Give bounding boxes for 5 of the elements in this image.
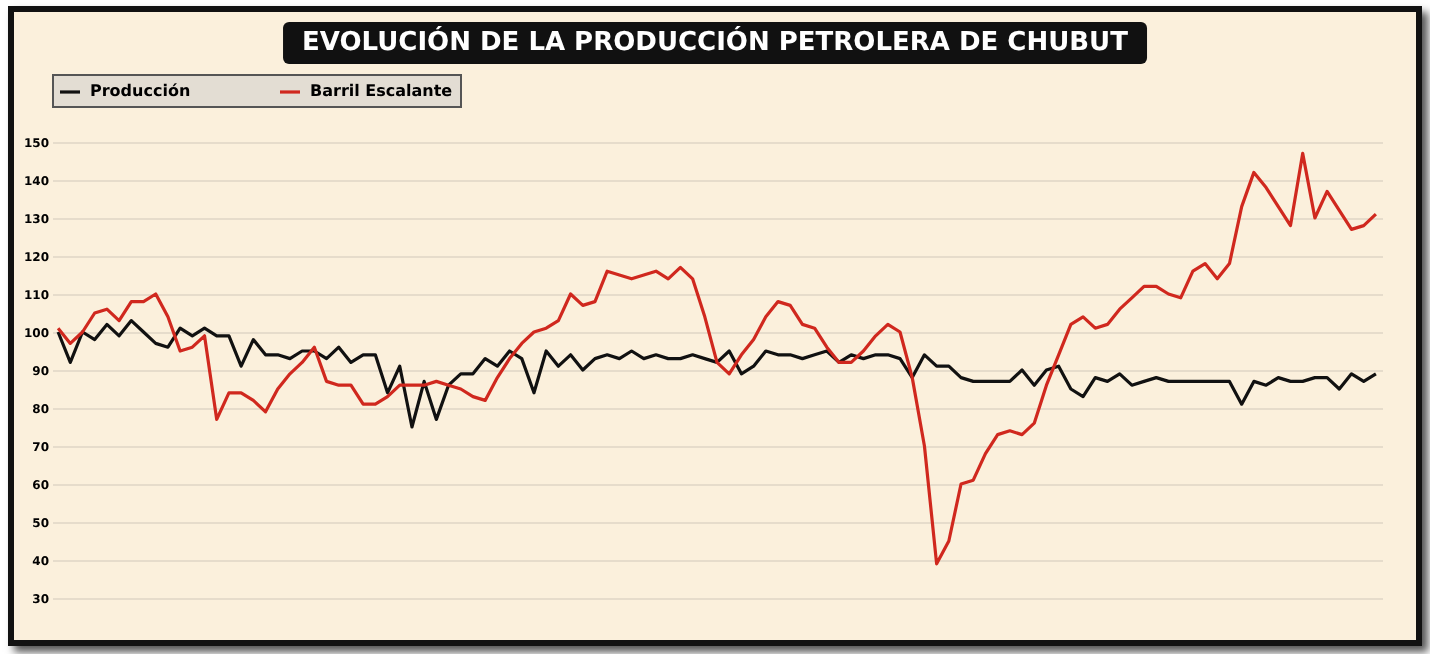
line-series (56, 319, 1378, 429)
legend-label: Producción (90, 82, 191, 100)
chart-title: EVOLUCIÓN DE LA PRODUCCIÓN PETROLERA DE CHUBUT (282, 22, 1148, 64)
legend-label: Barril Escalante (310, 82, 454, 100)
line-series (56, 151, 1378, 566)
